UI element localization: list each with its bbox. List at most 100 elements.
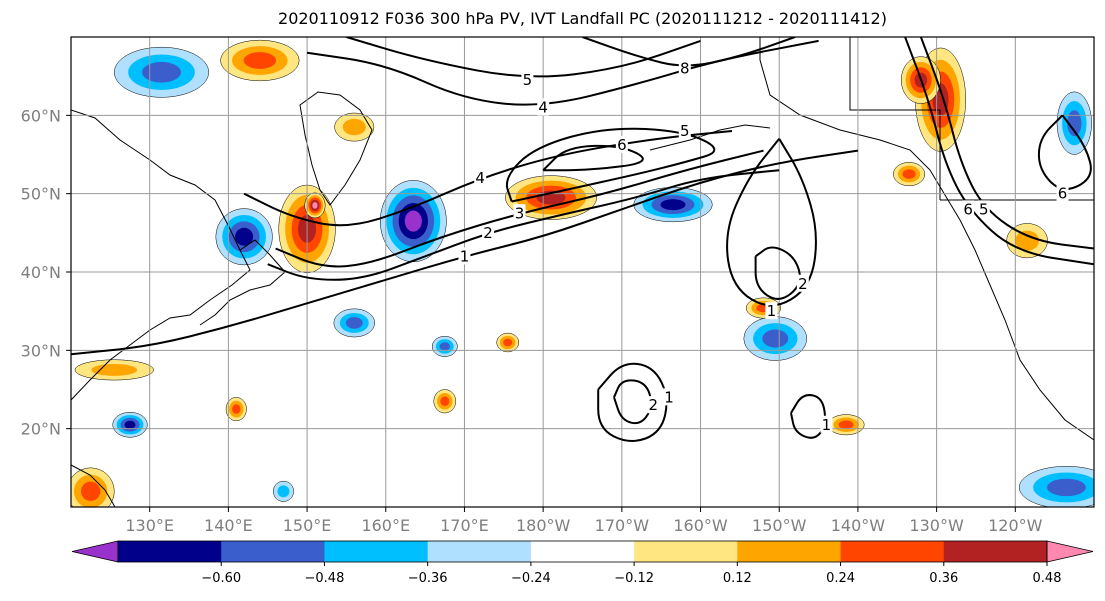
pv-anomaly-region — [633, 187, 713, 223]
contour-label-bg — [521, 71, 534, 89]
ivt-contour-line — [505, 127, 716, 203]
contour-label-bg — [678, 122, 691, 139]
pv-anomaly-band — [277, 485, 290, 498]
ivt-contour-line — [275, 149, 764, 268]
contour-label: 2 — [798, 275, 808, 293]
contour-label: 5 — [523, 71, 533, 89]
contour-label-bg — [513, 204, 526, 222]
contour-label: 2 — [649, 396, 659, 414]
pv-anomaly-band — [345, 317, 363, 329]
colorbar-segment — [737, 541, 842, 562]
ivt-contour-line — [904, 37, 1094, 266]
ivt-contour-line — [267, 169, 780, 281]
lon-tick-label: 140°E — [204, 516, 253, 535]
lat-tick-label: 30°N — [21, 341, 61, 360]
colorbar-frame — [117, 540, 1048, 563]
pv-anomaly-band — [1047, 478, 1086, 497]
colorbar-segment — [634, 541, 738, 562]
coastline-alaska — [759, 37, 1094, 441]
pv-anomaly-band — [440, 396, 450, 407]
colorbar-segment — [427, 541, 532, 562]
colorbar-segment — [118, 541, 222, 562]
lon-tick-label: 120°W — [988, 516, 1043, 535]
pv-anomaly-band — [762, 329, 789, 348]
colorbar-tick-label: −0.24 — [511, 571, 551, 586]
contour-label: 1 — [822, 416, 832, 434]
colorbar-segment — [840, 541, 945, 562]
pv-anomaly-band — [342, 118, 366, 136]
pv-anomaly-region — [71, 467, 115, 507]
lon-tick-label: 160°E — [361, 516, 410, 535]
ivt-contour-line — [613, 379, 652, 425]
pv-anomaly-band — [124, 420, 136, 429]
colorbar-tick-label: 0.24 — [826, 571, 855, 586]
pv-anomaly-region — [433, 389, 457, 414]
pv-anomaly-band — [142, 61, 181, 83]
pv-anomaly-band — [232, 404, 241, 414]
contour-label: 3 — [515, 204, 525, 222]
pv-anomaly-region — [893, 162, 926, 187]
pv-anomaly-region — [215, 208, 273, 266]
colorbar-segment — [943, 541, 1048, 562]
contour-label: 2 — [483, 224, 493, 242]
lon-tick-label: 140°W — [831, 516, 886, 535]
ivt-contour-line — [1037, 114, 1092, 190]
pv-anomaly-region — [1019, 466, 1094, 507]
pv-anomaly-band — [243, 52, 277, 69]
contour-label: 5 — [979, 200, 989, 218]
lon-tick-label: 130°W — [909, 516, 964, 535]
pv-anomaly-region — [112, 411, 148, 438]
pv-anomaly-region — [333, 308, 376, 338]
colorbar-tick-label: −0.60 — [201, 571, 241, 586]
lon-tick-label: 150°E — [283, 516, 332, 535]
colorbar-tick-label: 0.36 — [929, 571, 958, 586]
contour-label-bg — [474, 169, 487, 186]
pv-anomaly-region — [334, 112, 375, 142]
lat-tick-label: 60°N — [21, 106, 61, 125]
pv-anomaly-region — [1006, 223, 1048, 259]
contour-label: 1 — [767, 302, 777, 320]
ivt-contour-line — [919, 37, 1094, 250]
ivt-contour-line — [754, 246, 801, 300]
ivt-contour-line — [346, 37, 701, 78]
colorbar-tick-label: 0.12 — [723, 571, 752, 586]
pv-anomaly-band — [91, 363, 138, 376]
pv-anomaly-band — [1015, 230, 1040, 251]
colorbar-extend-low — [71, 540, 119, 563]
contour-label: 4 — [475, 169, 485, 187]
pv-anomaly-band — [312, 202, 318, 209]
contour-label: 5 — [680, 122, 690, 140]
lon-tick-label: 130°E — [125, 516, 174, 535]
border-alaska-canada — [849, 37, 941, 200]
pv-anomaly-region — [743, 316, 808, 361]
pv-anomaly-band — [235, 227, 254, 246]
pv-anomaly-region — [827, 414, 865, 436]
contour-label-bg — [537, 98, 550, 116]
pv-anomaly-band — [1067, 110, 1082, 137]
colorbar-tick-label: −0.36 — [408, 571, 448, 586]
pv-anomaly-region — [225, 397, 247, 422]
colorbar-tick-label: 0.48 — [1033, 571, 1062, 586]
contour-label-bg — [647, 396, 660, 414]
coastline-aleutians — [649, 124, 771, 151]
pv-anomaly-region — [496, 332, 520, 353]
lat-tick-label: 50°N — [21, 185, 61, 204]
contour-label: 6 — [617, 136, 627, 154]
contour-label-bg — [820, 415, 833, 433]
pv-anomaly-region — [114, 46, 209, 98]
colorbar-segment — [530, 541, 635, 562]
pv-anomaly-band — [838, 420, 854, 429]
pv-anomaly-region — [74, 359, 154, 381]
contour-label-bg — [962, 200, 975, 218]
colorbar-tick-label: −0.48 — [305, 571, 345, 586]
pv-anomaly-band — [404, 210, 422, 232]
lat-tick-label: 20°N — [21, 420, 61, 439]
contour-label: 6 — [963, 200, 973, 218]
ivt-contour-line — [71, 149, 859, 356]
contour-label-bg — [482, 223, 495, 241]
contour-label: 8 — [680, 59, 690, 77]
lon-tick-label: 160°W — [673, 516, 728, 535]
contour-label: 6 — [1058, 185, 1068, 203]
ivt-contour-line — [306, 39, 819, 106]
